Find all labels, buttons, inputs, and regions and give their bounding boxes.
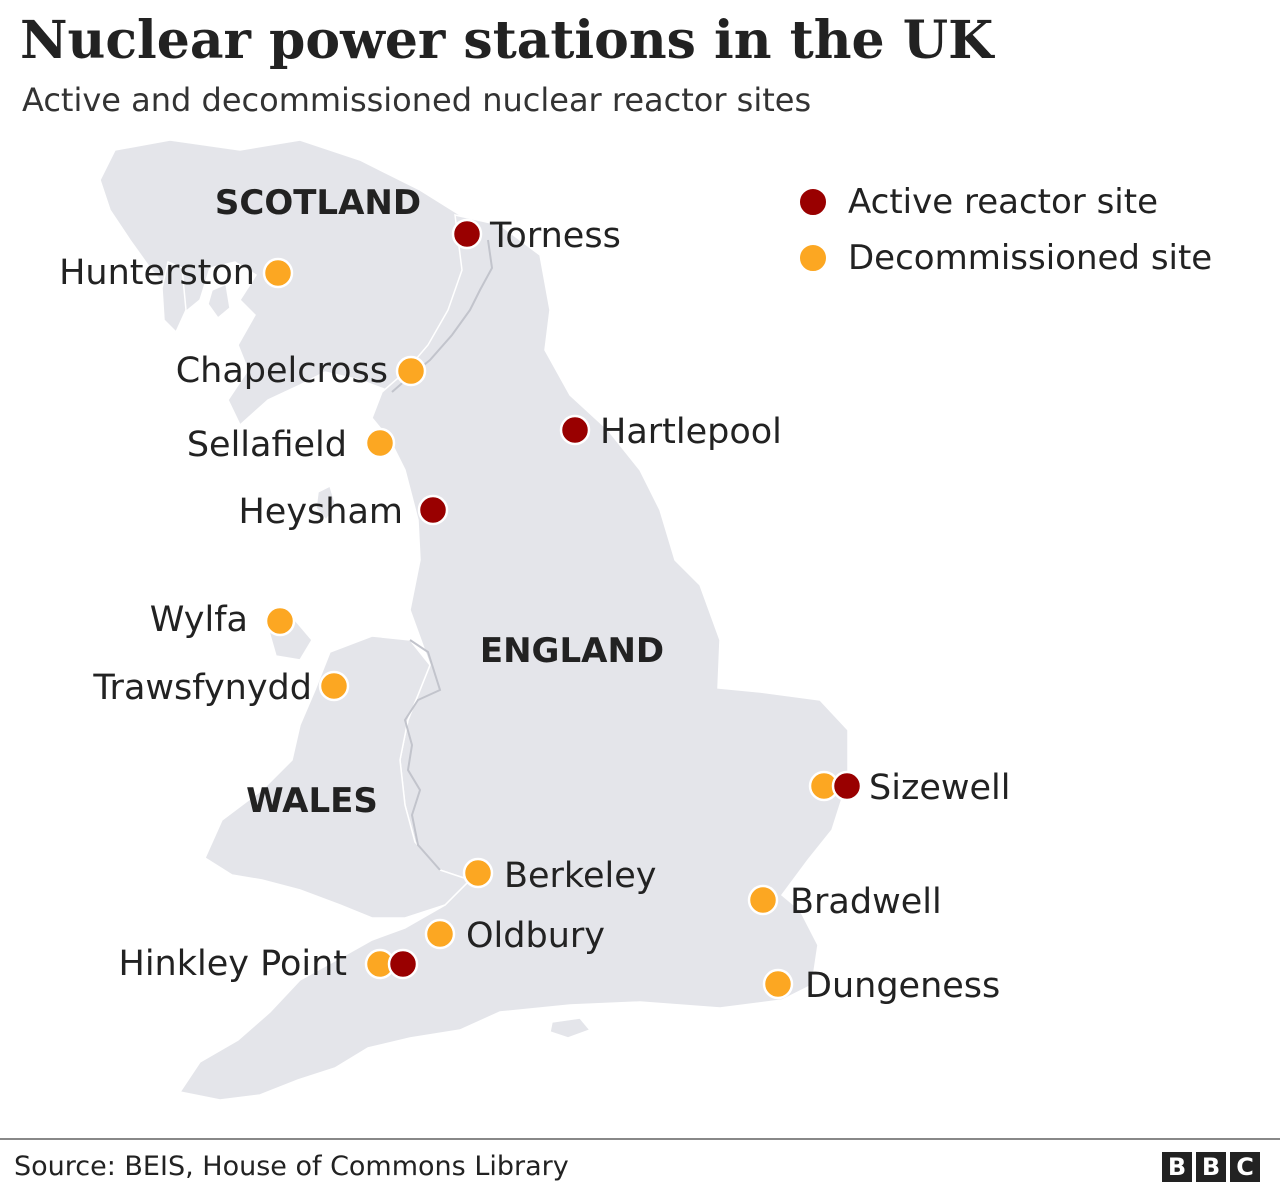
land-kintyre xyxy=(161,260,187,334)
bbc-logo: B B C xyxy=(1162,1152,1260,1182)
site-markers: Torness Hunterston Chapelcross Hartlepoo… xyxy=(59,216,1010,1006)
region-label-scotland: SCOTLAND xyxy=(215,183,421,223)
site-label-dungeness: Dungeness xyxy=(805,966,1000,1006)
source-note: Source: BEIS, House of Commons Library xyxy=(14,1151,569,1182)
site-label-sizewell: Sizewell xyxy=(869,768,1010,808)
bbc-logo-letter: C xyxy=(1230,1152,1260,1182)
bbc-logo-letter: B xyxy=(1196,1152,1226,1182)
site-label-wylfa: Wylfa xyxy=(150,600,248,640)
chart-title: Nuclear power stations in the UK xyxy=(20,10,994,71)
region-labels: SCOTLAND ENGLAND WALES xyxy=(215,183,664,821)
land-england xyxy=(178,214,849,1101)
site-marker-wylfa[interactable] xyxy=(264,605,296,637)
site-label-oldbury: Oldbury xyxy=(466,916,605,956)
land-isle-of-wight xyxy=(549,1017,592,1039)
site-label-chapelcross: Chapelcross xyxy=(176,351,388,391)
site-label-hinkley-point: Hinkley Point xyxy=(119,944,348,984)
legend-active-label: Active reactor site xyxy=(848,182,1158,222)
legend-active-dot xyxy=(798,187,828,217)
site-marker-sellafield[interactable] xyxy=(364,427,396,459)
legend-item-decommissioned: Decommissioned site xyxy=(798,238,1212,278)
site-label-heysham: Heysham xyxy=(238,492,403,532)
site-marker-torness[interactable] xyxy=(451,218,483,250)
site-label-bradwell: Bradwell xyxy=(790,882,942,922)
legend-decommissioned-label: Decommissioned site xyxy=(848,238,1213,278)
legend-item-active: Active reactor site xyxy=(798,182,1158,222)
bbc-logo-letter: B xyxy=(1162,1152,1192,1182)
site-label-torness: Torness xyxy=(489,216,621,256)
land-arran xyxy=(207,282,231,320)
land-isle-of-man xyxy=(315,484,337,522)
uk-map: SCOTLAND ENGLAND WALES Torness Huntersto… xyxy=(59,139,1010,1101)
site-marker-chapelcross[interactable] xyxy=(395,355,427,387)
site-marker-oldbury[interactable] xyxy=(424,918,456,950)
site-label-hunterston: Hunterston xyxy=(59,253,255,293)
site-marker-hunterston[interactable] xyxy=(262,257,294,289)
land-layer xyxy=(99,139,849,1101)
site-marker-dungeness[interactable] xyxy=(762,968,794,1000)
site-marker-hartlepool[interactable] xyxy=(559,414,591,446)
footer-divider xyxy=(0,1138,1280,1140)
site-label-sellafield: Sellafield xyxy=(187,425,347,465)
site-marker-trawsfynydd[interactable] xyxy=(318,670,350,702)
site-marker-berkeley[interactable] xyxy=(462,857,494,889)
chart-subtitle: Active and decommissioned nuclear reacto… xyxy=(22,81,812,119)
site-label-berkeley: Berkeley xyxy=(504,856,656,896)
site-label-trawsfynydd: Trawsfynydd xyxy=(92,668,312,708)
site-label-hartlepool: Hartlepool xyxy=(600,412,782,452)
site-marker-hinkley-point-active[interactable] xyxy=(387,948,419,980)
site-marker-bradwell[interactable] xyxy=(747,884,779,916)
wales-england-border xyxy=(403,639,442,871)
legend-decommissioned-dot xyxy=(798,243,828,273)
region-label-england: ENGLAND xyxy=(480,631,664,671)
site-marker-heysham[interactable] xyxy=(417,494,449,526)
site-marker-sizewell-active[interactable] xyxy=(831,770,863,802)
region-label-wales: WALES xyxy=(246,781,378,821)
